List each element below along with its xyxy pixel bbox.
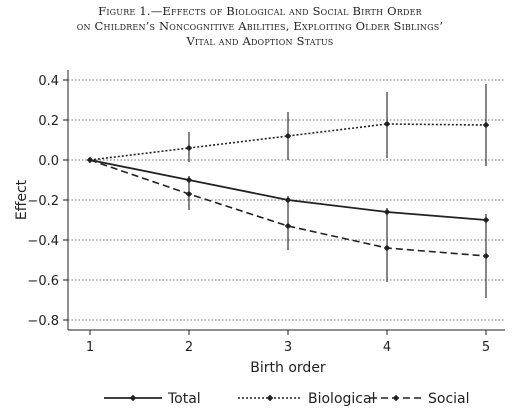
y-tick-label: −0.6 bbox=[27, 274, 59, 289]
chart-title-line-1: Figure 1.—Effects of Biological and Soci… bbox=[98, 4, 422, 18]
x-tick-label: 4 bbox=[383, 340, 391, 355]
y-axis-label: Effect bbox=[14, 179, 30, 220]
y-tick-label: −0.8 bbox=[27, 314, 59, 329]
series-biological bbox=[86, 84, 490, 166]
legend-label: Biological bbox=[308, 391, 375, 407]
legend-swatch-marker bbox=[266, 394, 274, 402]
axes: 0.4 0.2 0.0 −0.2 −0.4 −0.6 −0.8 1 2 3 4 5 bbox=[27, 70, 505, 355]
series bbox=[86, 84, 490, 298]
legend-item-biological: Biological bbox=[238, 391, 375, 407]
x-tick-label: 3 bbox=[284, 340, 292, 355]
data-point bbox=[482, 121, 490, 129]
data-point bbox=[482, 252, 490, 260]
data-point bbox=[185, 190, 193, 198]
y-tick-label: −0.2 bbox=[27, 194, 59, 209]
legend: Total Biological Social bbox=[104, 391, 470, 407]
data-point bbox=[284, 132, 292, 140]
data-point bbox=[383, 120, 391, 128]
legend-swatch-marker bbox=[129, 394, 137, 402]
legend-label: Total bbox=[167, 391, 201, 407]
data-point bbox=[185, 144, 193, 152]
x-axis-label: Birth order bbox=[250, 360, 326, 376]
data-point bbox=[86, 156, 94, 164]
x-tick-label: 5 bbox=[482, 340, 490, 355]
gridlines bbox=[68, 79, 505, 321]
series-social bbox=[86, 156, 490, 298]
x-tick-label: 2 bbox=[185, 340, 193, 355]
series-line bbox=[89, 159, 487, 257]
y-tick-label: 0.4 bbox=[38, 74, 59, 89]
data-point bbox=[383, 244, 391, 252]
x-tick-label: 1 bbox=[86, 340, 94, 355]
chart-title: Figure 1.—Effects of Biological and Soci… bbox=[0, 4, 520, 49]
y-tick-label: 0.0 bbox=[38, 154, 59, 169]
legend-swatch-marker bbox=[392, 394, 400, 402]
y-tick-label: −0.4 bbox=[27, 234, 59, 249]
series-line bbox=[89, 123, 487, 161]
legend-item-social: Social bbox=[370, 391, 470, 407]
chart-title-line-2: on Children’s Noncognitive Abilities, Ex… bbox=[76, 19, 444, 33]
legend-label: Social bbox=[428, 391, 470, 407]
chart-title-line-3: Vital and Adoption Status bbox=[186, 34, 334, 48]
y-tick-label: 0.2 bbox=[38, 114, 59, 129]
legend-item-total: Total bbox=[104, 391, 201, 407]
data-point bbox=[284, 222, 292, 230]
